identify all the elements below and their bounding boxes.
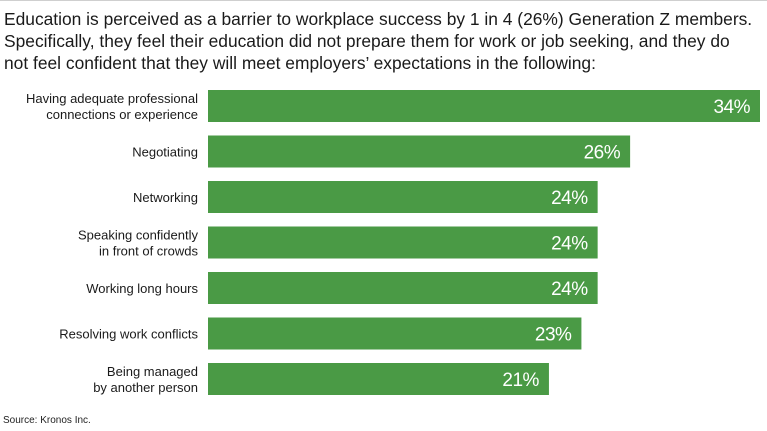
category-label: Being managed bbox=[107, 364, 198, 379]
bar-4 bbox=[208, 226, 598, 259]
bar-7 bbox=[208, 363, 549, 395]
category-label: connections or experience bbox=[46, 107, 198, 122]
category-label: Negotiating bbox=[132, 145, 198, 160]
bar-value-label: 34% bbox=[713, 97, 750, 118]
category-label: Having adequate professional bbox=[26, 91, 198, 106]
category-label: Speaking confidently bbox=[78, 228, 198, 243]
category-label: Networking bbox=[133, 190, 198, 205]
bar-value-label: 24% bbox=[551, 188, 588, 209]
category-label: in front of crowds bbox=[99, 244, 198, 259]
bar-6 bbox=[208, 317, 582, 350]
bar-5 bbox=[208, 272, 598, 304]
category-label: by another person bbox=[93, 380, 198, 395]
bar-value-label: 24% bbox=[551, 234, 588, 255]
bar-value-label: 26% bbox=[584, 143, 621, 164]
bar-1 bbox=[208, 90, 760, 122]
bar-3 bbox=[208, 181, 598, 213]
chart-heading: Education is perceived as a barrier to w… bbox=[4, 8, 764, 74]
bar-value-label: 24% bbox=[551, 279, 588, 300]
category-label: Resolving work conflicts bbox=[59, 327, 198, 342]
heading-line-3: not feel confident that they will meet e… bbox=[4, 53, 596, 73]
category-label: Working long hours bbox=[86, 281, 198, 296]
source-note: Source: Kronos Inc. bbox=[3, 415, 91, 426]
heading-line-2: Specifically, they feel their education … bbox=[4, 31, 730, 51]
heading-line-1: Education is perceived as a barrier to w… bbox=[4, 9, 753, 29]
bar-2 bbox=[208, 135, 631, 168]
top-divider bbox=[0, 0, 767, 1]
bar-value-label: 21% bbox=[502, 370, 539, 391]
bar-value-label: 23% bbox=[535, 325, 572, 346]
